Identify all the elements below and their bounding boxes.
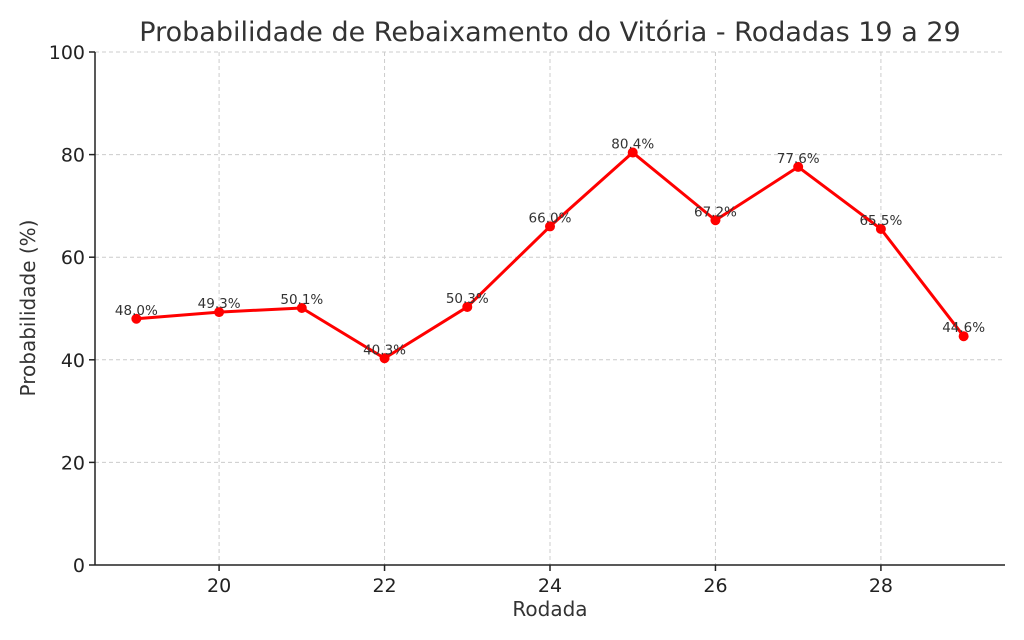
x-tick-label: 20 [207,575,231,597]
data-label: 77.6% [777,151,820,167]
data-point [131,313,142,324]
data-label: 66.0% [529,210,572,226]
y-tick-label: 80 [61,145,85,167]
data-point [545,221,555,232]
data-point [296,302,307,313]
grid [95,51,1005,565]
data-label: 65.5% [859,213,902,229]
x-tick-label: 24 [538,575,562,597]
y-tick-label: 20 [61,452,85,474]
series: 48.0% 49.3% 50.1% 40.3% 50.3% 66.0% 80.4% 67.2%… [115,137,985,364]
data-point [710,215,721,226]
y-tick-label: 0 [73,555,85,577]
x-tick-label: 28 [869,575,893,597]
data-point [875,223,886,234]
data-point [627,147,638,158]
data-point [793,161,804,172]
data-label: 50.1% [280,292,323,308]
data-point [214,307,225,318]
y-tick-label: 100 [49,42,85,64]
data-label: 40.3% [363,342,406,358]
data-point [462,301,473,312]
data-point [379,353,390,364]
data-point [958,331,969,342]
chart-title: Probabilidade de Rebaixamento do Vitória… [139,17,960,48]
data-label: 44.6% [942,320,985,336]
data-label: 80.4% [611,137,654,153]
y-tick-label: 40 [61,350,85,372]
x-tick-label: 22 [372,575,396,597]
x-tick-label: 26 [703,575,727,597]
y-axis-label: Probabilidade (%) [16,220,40,397]
data-label: 49.3% [198,296,241,312]
x-axis-label: Rodada [512,597,587,621]
y-tick-label: 60 [61,247,85,269]
data-label: 50.3% [446,291,489,307]
data-label: 48.0% [115,303,158,319]
ticks: 0 20 40 60 80 100 20 22 24 26 28 [49,42,893,597]
data-label: 67.2% [694,204,737,220]
